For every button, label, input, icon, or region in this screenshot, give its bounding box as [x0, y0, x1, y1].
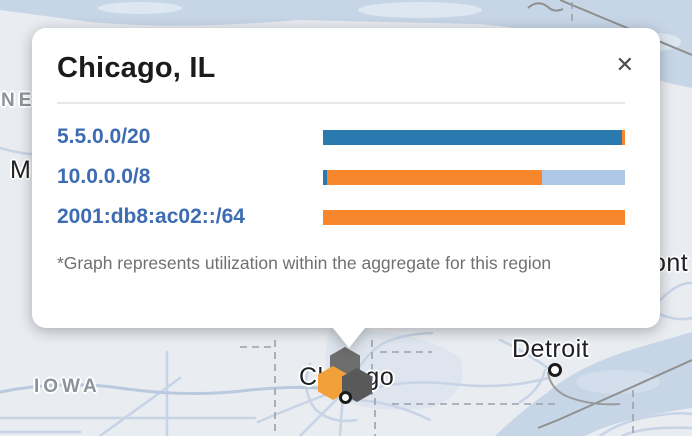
region-info-popup: ✕ Chicago, IL 5.5.0.0/20 10.0.0.0/8 2001:d… [32, 28, 660, 348]
prefix-label: 2001:db8:ac02::/64 [57, 205, 245, 228]
city-dot-chicago[interactable] [339, 391, 352, 404]
city-dot-detroit[interactable] [548, 363, 562, 377]
bar-segment-orange-used [323, 209, 625, 225]
bar-segment-orange-used [327, 169, 542, 185]
prefix-label: 10.0.0.0/8 [57, 165, 151, 188]
utilization-bar [323, 129, 625, 145]
utilization-row: 2001:db8:ac02::/64 [57, 205, 625, 229]
utilization-row: 10.0.0.0/8 [57, 165, 625, 189]
close-icon[interactable]: ✕ [615, 52, 634, 77]
bar-segment-blue-used [323, 129, 622, 145]
bar-segment-orange-used [621, 129, 625, 145]
bar-segment-blue-used [323, 169, 328, 185]
popup-title: Chicago, IL [57, 52, 216, 84]
prefix-label: 5.5.0.0/20 [57, 125, 151, 148]
popup-tail [333, 328, 365, 348]
bar-segment-light-blue-free [541, 169, 625, 185]
divider [57, 102, 625, 104]
popup-footnote: *Graph represents utilization within the… [57, 253, 552, 273]
utilization-bar [323, 209, 625, 225]
utilization-bar [323, 169, 625, 185]
utilization-row: 5.5.0.0/20 [57, 125, 625, 149]
